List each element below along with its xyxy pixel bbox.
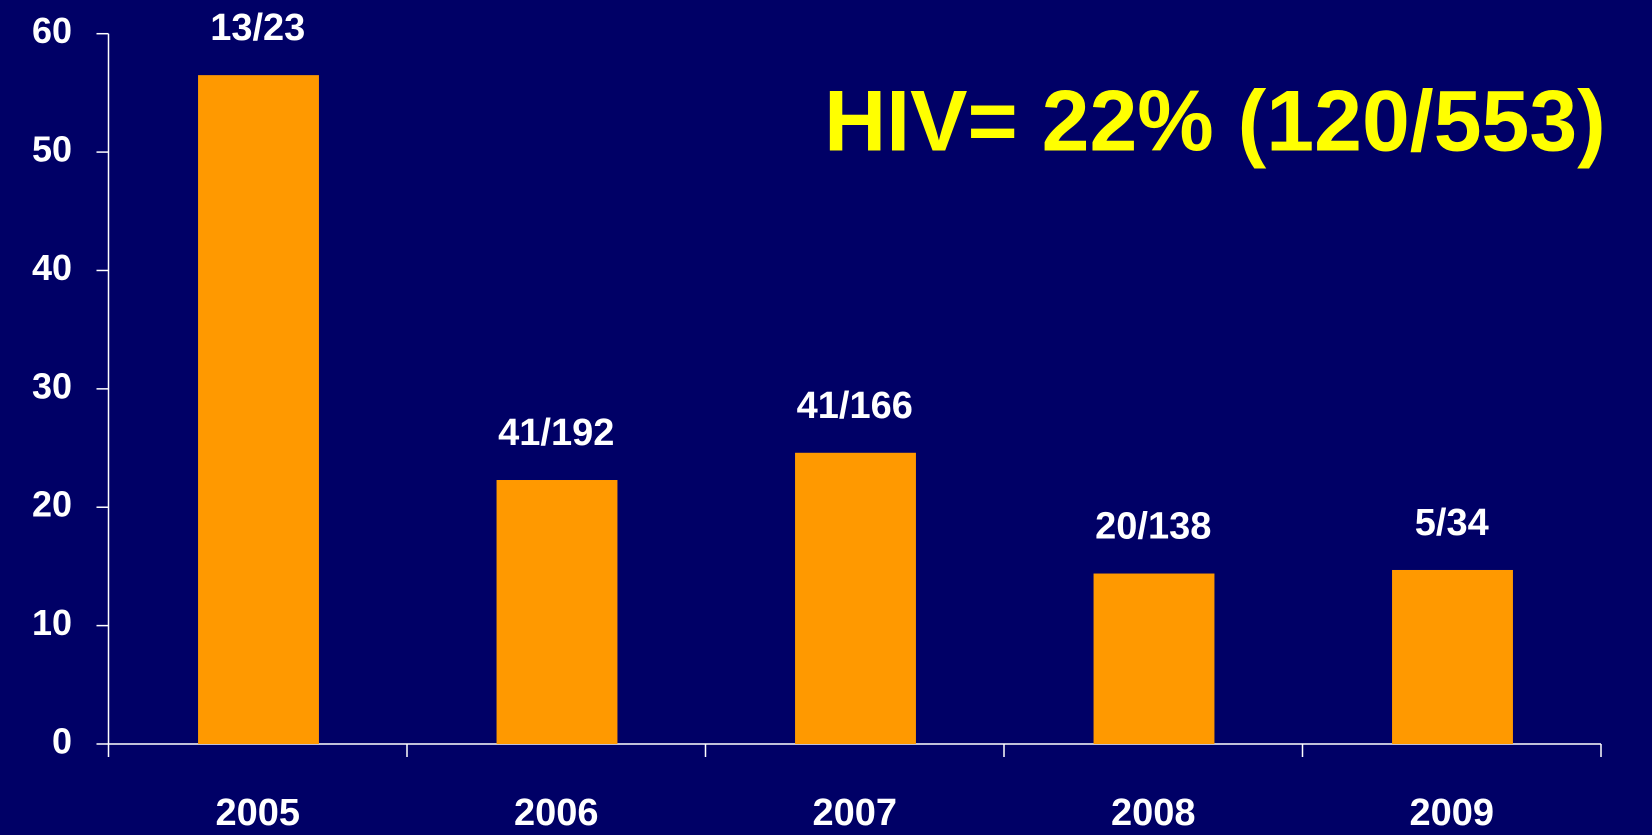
x-tick-label: 2005 [215, 792, 300, 834]
y-tick-label: 60 [32, 10, 72, 51]
y-tick-label: 30 [32, 365, 72, 406]
headline-annotation: HIV= 22% (120/553) [824, 74, 1606, 170]
bar [1392, 569, 1513, 744]
bar-label: 20/138 [1095, 506, 1211, 548]
bar-label: 41/192 [498, 412, 614, 454]
bar [496, 480, 618, 744]
x-tick-label: 2006 [514, 792, 599, 834]
y-tick-label: 0 [52, 721, 72, 762]
bar-label: 13/23 [210, 7, 305, 49]
y-tick-label: 10 [32, 602, 72, 643]
bar-label: 5/34 [1415, 502, 1489, 544]
x-tick-label: 2007 [812, 792, 897, 834]
bar [198, 75, 319, 745]
bar [1093, 573, 1215, 744]
y-tick-label: 40 [32, 247, 72, 288]
x-tick-label: 2008 [1111, 792, 1196, 834]
y-tick-label: 20 [32, 484, 72, 525]
y-tick-label: 50 [32, 129, 72, 170]
x-tick-label: 2009 [1409, 792, 1494, 834]
bar [795, 452, 916, 744]
bar-label: 41/166 [797, 385, 913, 427]
